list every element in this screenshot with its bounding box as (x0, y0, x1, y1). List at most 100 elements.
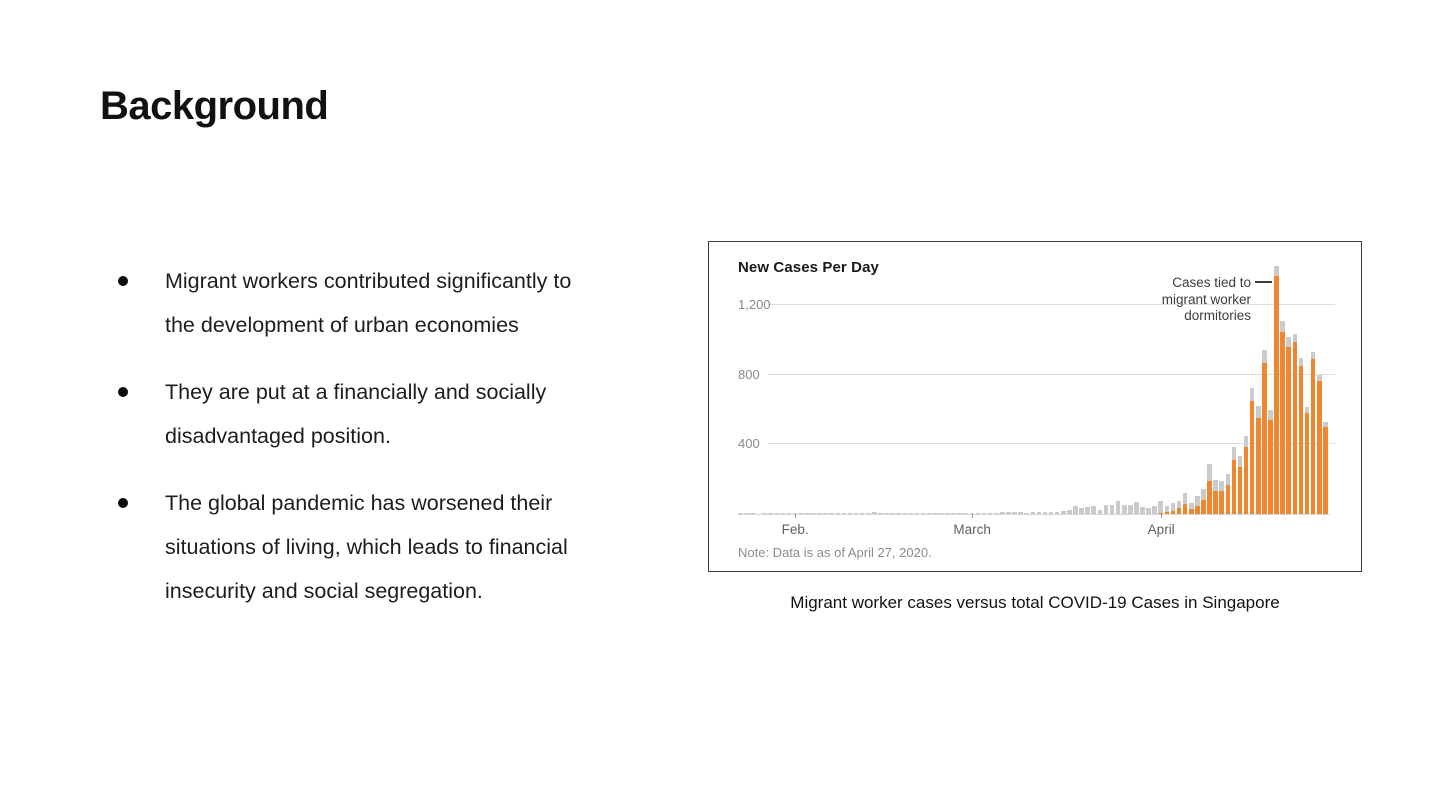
bar (847, 513, 853, 514)
bar (1079, 508, 1084, 514)
bar (780, 513, 786, 514)
migrant-dormitory-segment (1262, 362, 1267, 514)
bar (902, 513, 908, 514)
other-cases-segment (1310, 352, 1316, 359)
x-axis-tick (795, 514, 797, 518)
bar (823, 513, 828, 514)
bar (1255, 405, 1261, 514)
other-cases-segment (1024, 512, 1029, 514)
bar (945, 513, 950, 514)
annotation-text-line: Cases tied to (1172, 275, 1251, 290)
other-cases-segment (1225, 473, 1231, 486)
other-cases-segment (750, 513, 755, 514)
bar (951, 513, 956, 514)
bar (774, 513, 780, 514)
bullet-text-line: the development of urban economies (165, 313, 519, 337)
bar (872, 512, 877, 514)
other-cases-segment (792, 513, 798, 514)
bar (890, 513, 895, 514)
bar (841, 513, 847, 514)
bar (786, 513, 792, 514)
other-cases-segment (835, 512, 841, 514)
bar (1103, 504, 1109, 514)
bar (744, 513, 749, 514)
bullet-dot-icon (118, 387, 128, 397)
other-cases-segment (1249, 387, 1255, 402)
bullet-text-line: situations of living, which leads to fin… (165, 535, 568, 559)
x-axis-tick-label: April (1147, 522, 1175, 537)
other-cases-segment (951, 513, 956, 514)
bar (1201, 489, 1206, 514)
other-cases-segment (1000, 511, 1005, 514)
other-cases-segment (805, 513, 810, 514)
other-cases-segment (1067, 510, 1072, 514)
other-cases-segment (1018, 512, 1023, 514)
other-cases-segment (1128, 505, 1133, 514)
other-cases-segment (1054, 511, 1060, 514)
other-cases-segment (1243, 436, 1249, 448)
other-cases-segment (738, 513, 743, 514)
chart-note: Note: Data is as of April 27, 2020. (738, 545, 932, 560)
other-cases-segment (859, 513, 865, 514)
other-cases-segment (939, 513, 944, 514)
bar (1067, 510, 1072, 514)
bullet-item: They are put at a financially and social… (100, 370, 675, 458)
bar (1310, 352, 1316, 514)
y-axis-tick-label: 1,200 (738, 297, 771, 313)
migrant-dormitory-segment (1268, 420, 1273, 514)
bar (920, 513, 926, 514)
annotation-text-line: dormitories (1184, 308, 1251, 323)
bar (1109, 505, 1115, 514)
bar (908, 513, 914, 514)
bar (1018, 512, 1023, 514)
migrant-dormitory-segment (1323, 427, 1328, 514)
bar (829, 513, 834, 514)
migrant-dormitory-segment (1286, 347, 1292, 514)
bar (1085, 507, 1090, 514)
other-cases-segment (1195, 495, 1200, 507)
bullet-text-line: Migrant workers contributed significantl… (165, 269, 572, 293)
migrant-dormitory-segment (1170, 510, 1176, 514)
migrant-dormitory-segment (1280, 331, 1285, 514)
bar (1213, 479, 1218, 514)
bar (1134, 501, 1139, 514)
other-cases-segment (1152, 505, 1157, 514)
other-cases-segment (1280, 320, 1285, 332)
other-cases-segment (884, 513, 889, 514)
bullet-item: The global pandemic has worsened their si… (100, 481, 675, 613)
migrant-dormitory-segment (1304, 413, 1310, 514)
other-cases-segment (1274, 266, 1279, 277)
bar (1024, 512, 1029, 514)
other-cases-segment (1060, 511, 1066, 514)
other-cases-segment (1097, 510, 1103, 514)
other-cases-segment (975, 513, 981, 514)
other-cases-segment (1255, 405, 1261, 418)
other-cases-segment (878, 513, 883, 514)
other-cases-segment (945, 513, 950, 514)
other-cases-segment (1304, 406, 1310, 414)
other-cases-segment (786, 513, 792, 514)
bar (1274, 266, 1279, 514)
migrant-dormitory-segment (1207, 480, 1212, 514)
bar (987, 513, 993, 514)
bar (1237, 455, 1243, 514)
other-cases-segment (1188, 502, 1194, 509)
bar (1188, 502, 1194, 514)
chart-title: New Cases Per Day (738, 259, 879, 276)
bar (1316, 375, 1322, 514)
other-cases-segment (774, 513, 780, 514)
other-cases-segment (1201, 489, 1206, 501)
y-axis-labels: 1,200 800 400 (738, 262, 798, 514)
bar (1243, 436, 1249, 514)
bar (865, 512, 871, 514)
other-cases-segment (1292, 333, 1298, 342)
other-cases-segment (1207, 464, 1212, 481)
bar (1286, 337, 1292, 514)
other-cases-segment (908, 513, 914, 514)
migrant-dormitory-segment (1316, 381, 1322, 514)
other-cases-segment (1231, 446, 1237, 461)
bullet-text: They are put at a financially and social… (165, 370, 675, 458)
y-axis-tick-label: 400 (738, 436, 760, 452)
bar (1006, 512, 1011, 514)
other-cases-segment (963, 513, 969, 514)
